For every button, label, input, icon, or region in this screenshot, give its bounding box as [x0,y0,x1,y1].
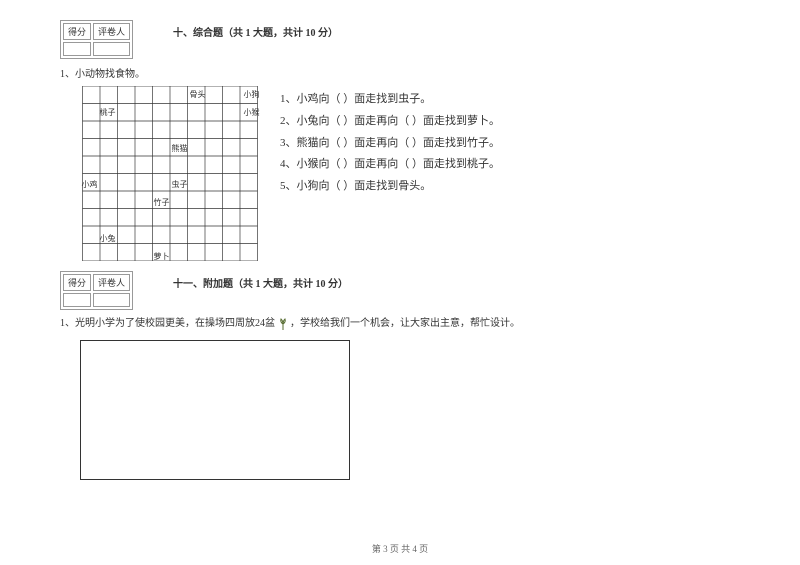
grader-cell [93,42,130,56]
score-cell [63,293,91,307]
section-11-header: 得分 评卷人 十一、附加题（共 1 大题，共计 10 分） [60,271,740,310]
grader-label: 评卷人 [93,23,130,40]
animal-grid: 骨头 小狗桃子 小猴熊猫虫子 小鸡竹子小兔萝卜 [80,86,260,261]
grid-question-line: 2、小兔向（ ）面走再向（ ）面走找到萝卜。 [280,112,500,132]
section-10-header: 得分 评卷人 十、综合题（共 1 大题，共计 10 分） [60,20,740,59]
grid-cell-label: 熊猫 [171,143,188,154]
grid-cell-label: 桃子 [99,107,116,118]
section-10-content: 骨头 小狗桃子 小猴熊猫虫子 小鸡竹子小兔萝卜 1、小鸡向（ ）面走找到虫子。2、小兔… [80,86,740,261]
grid-question-line: 5、小狗向（ ）面走找到骨头。 [280,177,500,197]
grid-question-line: 4、小猴向（ ）面走再向（ ）面走找到桃子。 [280,155,500,175]
q11-text-a: 1、光明小学为了使校园更美，在操场四周放24盆 [60,318,275,329]
design-box [80,340,350,480]
grid-question-line: 1、小鸡向（ ）面走找到虫子。 [280,90,500,110]
section-10-title: 十、综合题（共 1 大题，共计 10 分） [173,20,338,39]
grader-cell [93,293,130,307]
score-box-11: 得分 评卷人 [60,271,133,310]
grader-label: 评卷人 [93,274,130,291]
grid-cell-label: 小猴 [243,107,260,118]
q11-text-b: ，学校给我们一个机会，让大家出主意，帮忙设计。 [290,318,520,329]
grid-cell-label: 小兔 [99,233,116,244]
page-footer: 第 3 页 共 4 页 [0,542,800,555]
score-box-10: 得分 评卷人 [60,20,133,59]
section-10-qlabel: 1、小动物找食物。 [60,65,740,80]
grid-cell-label: 虫子 [171,179,188,190]
score-label: 得分 [63,274,91,291]
grid-cell-label: 小鸡 [81,179,98,190]
score-cell [63,42,91,56]
section-11-qtext: 1、光明小学为了使校园更美，在操场四周放24盆 ，学校给我们一个机会，让大家出主… [60,316,740,332]
grid-cell-label: 竹子 [153,197,170,208]
plant-icon [278,318,288,330]
grid-questions: 1、小鸡向（ ）面走找到虫子。2、小兔向（ ）面走再向（ ）面走找到萝卜。3、熊… [280,86,500,261]
score-label: 得分 [63,23,91,40]
grid-question-line: 3、熊猫向（ ）面走再向（ ）面走找到竹子。 [280,134,500,154]
grid-cell-label: 小狗 [243,89,260,100]
section-11-title: 十一、附加题（共 1 大题，共计 10 分） [173,271,348,290]
grid-cell-label: 萝卜 [153,251,170,262]
grid-cell-label: 骨头 [189,89,206,100]
